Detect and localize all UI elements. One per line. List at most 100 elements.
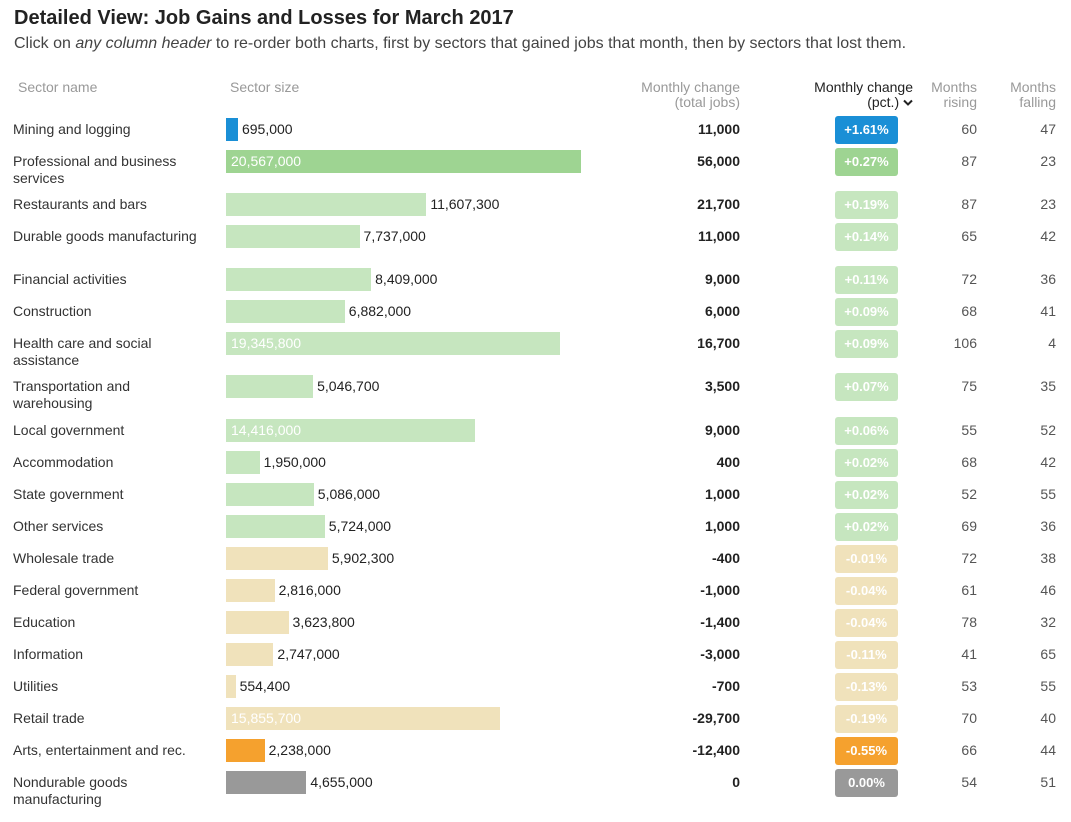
header-monthly-change-total[interactable]: Monthly change (total jobs) [641,79,740,110]
sector-size-label: 3,623,800 [292,614,355,630]
monthly-change-pct-badge: -0.19% [835,705,898,733]
sector-name: State government [13,486,124,502]
sector-size-label: 2,747,000 [277,646,340,662]
sector-size-bar [226,451,260,474]
months-falling: 41 [1040,303,1056,319]
months-rising: 69 [961,518,977,534]
header-monthly-change-pct[interactable]: Monthly change (pct.) [814,79,913,110]
months-falling: 52 [1040,422,1056,438]
sector-name: Federal government [13,582,139,598]
sector-name: Health care and social assistance [13,335,152,368]
months-rising: 60 [961,121,977,137]
sector-size-bar [226,579,275,602]
sector-name: Accommodation [13,454,114,470]
monthly-change-pct-badge: -0.55% [835,737,898,765]
sector-size-bar [226,300,345,323]
sector-size-bar [226,643,274,666]
monthly-change-pct-badge: -0.04% [835,577,898,605]
months-falling: 23 [1040,153,1056,169]
months-falling: 51 [1040,774,1056,790]
months-falling: 36 [1040,271,1056,287]
sector-size-bar [226,150,581,173]
sector-size-label: 2,238,000 [268,742,331,758]
sector-size-label: 695,000 [241,121,293,137]
monthly-change-pct-badge: -0.01% [835,545,898,573]
sector-size-label: 2,816,000 [278,582,341,598]
sector-name: Durable goods manufacturing [13,228,197,244]
monthly-change-total: 3,500 [704,378,740,394]
sector-size-label: 7,737,000 [363,228,426,244]
monthly-change-total: -29,700 [692,710,740,726]
sector-name: Arts, entertainment and rec. [13,742,186,758]
monthly-change-pct-badge: -0.11% [835,641,898,669]
sector-name: Utilities [13,678,59,694]
sector-name: Transportation and warehousing [13,378,130,411]
months-rising: 65 [961,228,977,244]
months-rising: 87 [961,196,977,212]
sector-size-bar [226,483,314,506]
sector-size-label: 15,855,700 [231,710,302,726]
monthly-change-pct-badge: -0.04% [835,609,898,637]
sector-name: Restaurants and bars [13,196,147,212]
monthly-change-total: 11,000 [697,228,740,244]
monthly-change-pct-badge: +0.27% [835,148,898,176]
months-falling: 32 [1040,614,1056,630]
months-rising: 68 [961,454,977,470]
monthly-change-total: 11,000 [697,121,740,137]
sector-name: Information [13,646,84,662]
monthly-change-total: 9,000 [704,422,740,438]
chevron-down-icon [903,100,913,107]
monthly-change-total: -1,400 [700,614,740,630]
sector-size-label: 11,607,300 [430,196,500,212]
months-falling: 42 [1040,454,1056,470]
monthly-change-total: 16,700 [697,335,740,351]
monthly-change-pct-badge: +0.02% [835,449,898,477]
header-months-rising[interactable]: Months rising [931,79,977,110]
months-falling: 36 [1040,518,1056,534]
sector-size-bar [226,515,325,538]
sector-name: Retail trade [13,710,85,726]
months-falling: 40 [1040,710,1056,726]
header-sector-name[interactable]: Sector name [18,79,98,95]
months-rising: 52 [961,486,977,502]
months-falling: 44 [1040,742,1056,758]
sector-size-label: 1,950,000 [263,454,326,470]
header-sector-size[interactable]: Sector size [230,79,300,95]
months-rising: 61 [961,582,977,598]
chart-subtitle: Click on any column header to re-order b… [14,35,907,52]
months-falling: 4 [1048,335,1056,351]
months-rising: 75 [961,378,977,394]
sector-name: Professional and business services [13,153,177,186]
months-rising: 54 [961,774,977,790]
sector-size-label: 19,345,800 [231,335,302,351]
months-rising: 72 [961,550,977,566]
months-rising: 70 [961,710,977,726]
monthly-change-pct-badge: +0.09% [835,330,898,358]
header-months-falling[interactable]: Months falling [1010,79,1056,110]
months-rising: 87 [961,153,977,169]
sector-name: Local government [13,422,125,438]
monthly-change-total: 56,000 [697,153,740,169]
sector-size-label: 5,724,000 [328,518,392,534]
months-rising: 78 [961,614,977,630]
monthly-change-pct-badge: +1.61% [835,116,898,144]
monthly-change-total: 6,000 [704,303,740,319]
monthly-change-total: -1,000 [700,582,740,598]
sector-size-bar [226,547,328,570]
monthly-change-pct-badge: +0.19% [835,191,898,219]
monthly-change-total: -12,400 [692,742,740,758]
monthly-change-pct-badge: +0.06% [835,417,898,445]
sector-size-label: 8,409,000 [375,271,438,287]
monthly-change-total: 9,000 [704,271,740,287]
months-falling: 47 [1040,121,1056,137]
sector-size-label: 6,882,000 [348,303,412,319]
monthly-change-pct-badge: -0.13% [835,673,898,701]
months-falling: 55 [1040,486,1056,502]
sector-size-bar [226,268,372,291]
months-falling: 46 [1040,582,1056,598]
sector-size-label: 20,567,000 [231,153,302,169]
months-falling: 38 [1040,550,1056,566]
sector-size-bar [226,611,289,634]
months-rising: 68 [961,303,977,319]
chart-title: Detailed View: Job Gains and Losses for … [14,7,514,29]
